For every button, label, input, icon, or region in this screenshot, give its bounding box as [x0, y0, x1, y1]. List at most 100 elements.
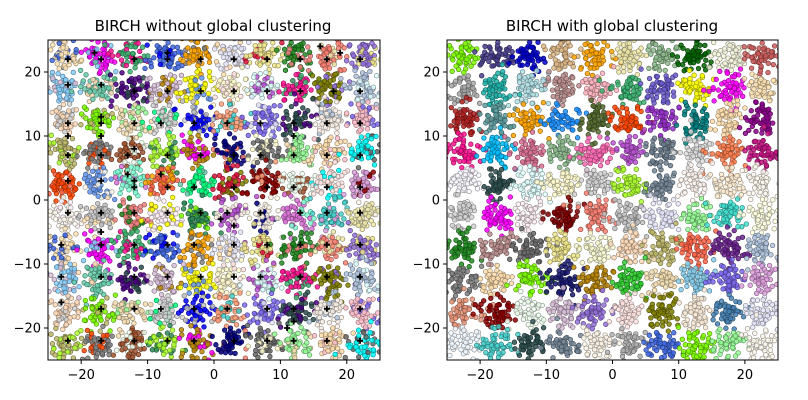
point	[311, 215, 317, 222]
point	[59, 58, 65, 64]
point	[353, 73, 359, 79]
point	[224, 257, 230, 264]
point	[221, 187, 227, 193]
point	[137, 145, 144, 152]
point	[88, 209, 94, 215]
point	[58, 255, 65, 261]
point	[104, 295, 110, 301]
point	[212, 46, 218, 52]
point	[82, 86, 88, 92]
point	[227, 131, 233, 137]
point	[229, 293, 235, 299]
point	[158, 166, 165, 172]
point	[354, 270, 360, 277]
point	[291, 146, 297, 152]
point	[305, 176, 311, 182]
point	[123, 62, 129, 69]
point	[250, 146, 256, 153]
point	[312, 148, 318, 155]
point	[268, 266, 274, 272]
point	[214, 41, 221, 47]
point	[360, 104, 366, 110]
point	[312, 80, 318, 87]
point	[169, 307, 175, 314]
point	[293, 126, 299, 132]
cluster-0	[48, 40, 85, 72]
point	[121, 319, 128, 325]
point	[60, 326, 66, 332]
point	[95, 200, 101, 207]
point	[61, 269, 68, 275]
point	[320, 169, 326, 175]
point	[182, 76, 188, 83]
point	[280, 80, 287, 86]
point	[342, 156, 348, 163]
point	[50, 246, 57, 252]
point	[119, 70, 125, 76]
point	[161, 176, 167, 182]
point	[167, 60, 173, 66]
point	[202, 306, 208, 313]
point	[225, 221, 231, 227]
point	[335, 235, 341, 241]
point	[235, 158, 241, 164]
point	[184, 305, 190, 311]
point	[187, 130, 193, 136]
point	[328, 52, 334, 59]
point	[116, 314, 122, 321]
point	[316, 127, 323, 134]
point	[290, 241, 296, 247]
point	[279, 269, 286, 275]
point	[293, 72, 299, 78]
point	[365, 143, 371, 149]
point	[238, 93, 244, 100]
point	[326, 170, 333, 176]
point	[213, 59, 220, 65]
point	[298, 72, 304, 79]
point	[169, 149, 175, 155]
point	[167, 201, 173, 208]
point	[100, 164, 107, 171]
point	[249, 87, 255, 93]
point	[153, 99, 159, 105]
point	[306, 49, 313, 55]
point	[237, 229, 244, 235]
point	[210, 116, 216, 122]
point	[327, 278, 334, 284]
point	[237, 276, 243, 282]
point	[265, 317, 271, 323]
point	[164, 269, 170, 275]
point	[151, 55, 157, 61]
point	[305, 44, 311, 50]
point	[293, 295, 300, 301]
point	[254, 174, 261, 181]
point	[299, 221, 305, 227]
point	[268, 290, 275, 297]
point	[55, 173, 61, 179]
point	[171, 107, 177, 113]
point	[123, 131, 130, 137]
point	[361, 93, 367, 99]
point	[266, 94, 273, 100]
point	[295, 47, 302, 53]
point	[239, 64, 245, 70]
point	[206, 59, 213, 65]
point	[137, 203, 144, 210]
point	[287, 311, 293, 317]
point	[75, 309, 82, 315]
point	[228, 117, 234, 123]
point	[326, 319, 333, 326]
point	[135, 40, 141, 46]
point	[138, 218, 144, 224]
point	[370, 169, 376, 175]
point	[334, 247, 341, 253]
point	[331, 147, 338, 153]
point	[165, 282, 172, 288]
point	[184, 191, 191, 197]
point	[226, 74, 233, 81]
point	[260, 287, 266, 293]
point	[224, 91, 230, 97]
point	[283, 156, 290, 163]
point	[178, 280, 184, 286]
point	[67, 199, 74, 205]
